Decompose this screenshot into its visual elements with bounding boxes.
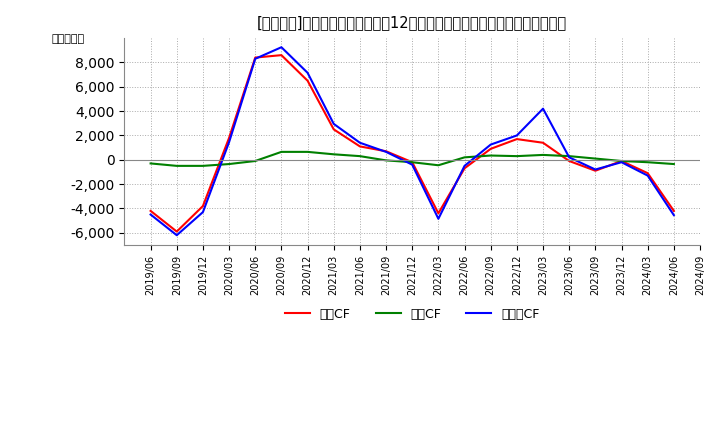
Title: [１７７５]　キャッシュフローの12か月移動合計の対前年同期増減額の推移: [１７７５] キャッシュフローの12か月移動合計の対前年同期増減額の推移 xyxy=(257,15,567,30)
投資CF xyxy=(146,161,155,166)
投資CF xyxy=(670,161,678,167)
投資CF xyxy=(617,158,626,164)
フリーCF xyxy=(513,133,521,138)
営業CF xyxy=(356,144,364,149)
営業CF xyxy=(251,55,260,60)
営業CF xyxy=(382,149,390,154)
投資CF xyxy=(303,149,312,154)
フリーCF xyxy=(591,167,600,172)
投資CF xyxy=(225,161,233,167)
フリーCF xyxy=(617,160,626,165)
営業CF xyxy=(277,52,286,58)
Line: フリーCF: フリーCF xyxy=(150,47,674,235)
営業CF xyxy=(434,211,443,216)
営業CF xyxy=(460,166,469,171)
投資CF xyxy=(434,163,443,168)
営業CF xyxy=(565,158,574,164)
営業CF xyxy=(408,160,417,165)
投資CF xyxy=(565,154,574,159)
営業CF xyxy=(199,203,207,209)
フリーCF xyxy=(670,213,678,218)
フリーCF xyxy=(173,233,181,238)
フリーCF xyxy=(225,139,233,145)
投資CF xyxy=(460,155,469,160)
フリーCF xyxy=(460,163,469,169)
フリーCF xyxy=(644,173,652,178)
投資CF xyxy=(382,158,390,163)
フリーCF xyxy=(251,56,260,62)
フリーCF xyxy=(408,162,417,167)
フリーCF xyxy=(356,140,364,145)
投資CF xyxy=(330,152,338,157)
投資CF xyxy=(356,154,364,159)
営業CF xyxy=(644,171,652,176)
Line: 営業CF: 営業CF xyxy=(150,55,674,231)
営業CF xyxy=(146,208,155,213)
投資CF xyxy=(539,152,547,158)
投資CF xyxy=(251,158,260,164)
フリーCF xyxy=(146,212,155,217)
営業CF xyxy=(513,136,521,142)
投資CF xyxy=(513,154,521,159)
営業CF xyxy=(539,140,547,145)
投資CF xyxy=(591,156,600,161)
営業CF xyxy=(225,135,233,140)
フリーCF xyxy=(539,106,547,111)
営業CF xyxy=(330,127,338,132)
フリーCF xyxy=(303,70,312,75)
営業CF xyxy=(670,208,678,213)
投資CF xyxy=(408,160,417,165)
営業CF xyxy=(173,229,181,234)
Line: 投資CF: 投資CF xyxy=(150,152,674,166)
営業CF xyxy=(617,158,626,164)
投資CF xyxy=(277,149,286,154)
営業CF xyxy=(487,146,495,151)
投資CF xyxy=(487,153,495,158)
投資CF xyxy=(199,163,207,169)
フリーCF xyxy=(382,149,390,154)
フリーCF xyxy=(330,121,338,127)
Y-axis label: （百万円）: （百万円） xyxy=(51,34,84,44)
営業CF xyxy=(591,168,600,173)
投資CF xyxy=(173,163,181,169)
フリーCF xyxy=(434,216,443,221)
フリーCF xyxy=(277,44,286,50)
フリーCF xyxy=(199,209,207,215)
フリーCF xyxy=(487,142,495,147)
Legend: 営業CF, 投資CF, フリーCF: 営業CF, 投資CF, フリーCF xyxy=(279,303,545,326)
投資CF xyxy=(644,160,652,165)
フリーCF xyxy=(565,155,574,160)
営業CF xyxy=(303,78,312,83)
